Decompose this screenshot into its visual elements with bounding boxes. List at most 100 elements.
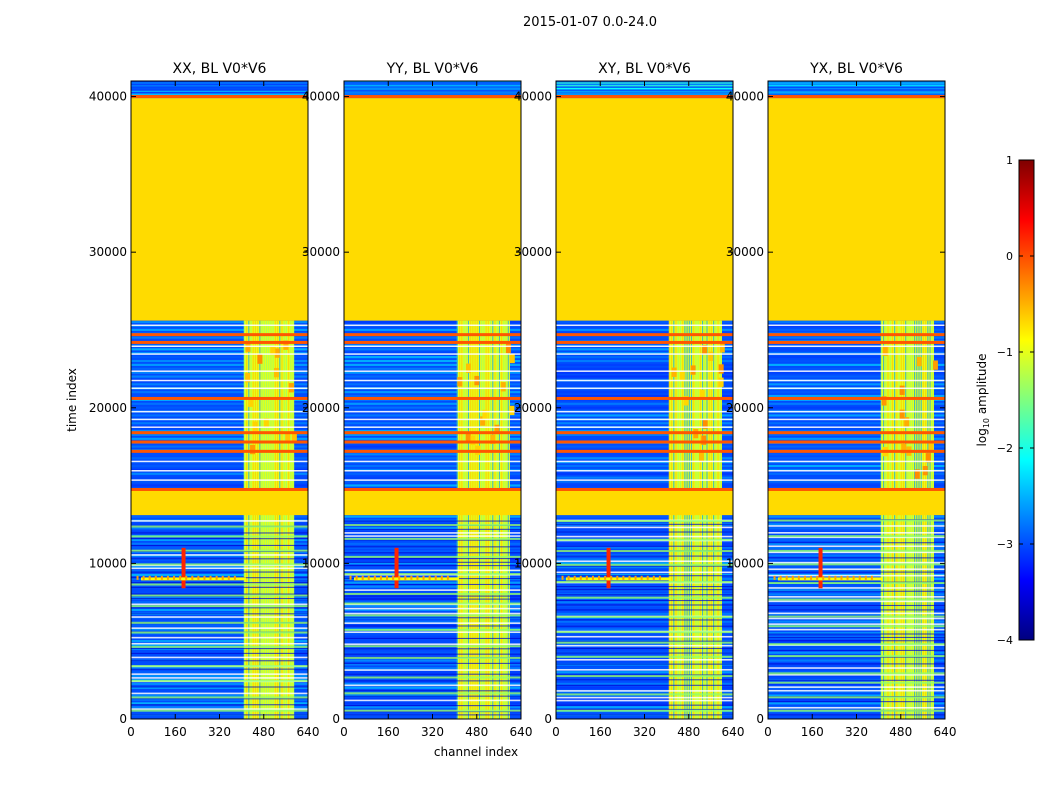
noise-row	[556, 91, 733, 94]
time-stripe-white	[131, 353, 308, 355]
band-stripe	[501, 320, 503, 719]
noise-row	[131, 527, 308, 530]
time-stripe	[556, 560, 733, 563]
noise-row	[556, 391, 733, 394]
noise-row	[131, 402, 308, 405]
time-stripe	[344, 561, 521, 563]
time-stripe	[131, 538, 308, 540]
noise-row	[556, 558, 733, 561]
band-stripe	[252, 320, 254, 719]
fringe-dot	[154, 575, 157, 580]
noise-row	[768, 647, 945, 650]
fringe-dot	[828, 575, 831, 580]
noise-row	[556, 605, 733, 608]
y-tick-label: 20000	[302, 401, 340, 415]
band-stripe	[459, 320, 461, 719]
time-stripe	[131, 648, 308, 650]
time-stripe	[131, 704, 308, 706]
y-tick-label: 30000	[514, 245, 552, 259]
noise-row	[556, 328, 733, 331]
band-stripe	[485, 320, 487, 719]
noise-row	[131, 531, 308, 534]
y-tick-label: 10000	[302, 556, 340, 570]
time-stripe-green	[131, 549, 308, 552]
noise-row	[556, 527, 733, 530]
time-stripe-white	[344, 370, 521, 372]
time-stripe	[768, 612, 945, 615]
flag-row	[131, 431, 308, 435]
noise-row	[768, 406, 945, 409]
noise-row	[768, 394, 945, 398]
noise-row	[131, 523, 308, 526]
top-noise-row	[556, 88, 733, 90]
flag-row	[131, 396, 308, 400]
panels-group: XX, BL V0*V6 0 160 320 480 640 0 10000 20000 3000…	[89, 61, 957, 739]
noise-row	[131, 328, 308, 331]
time-stripe-white	[344, 387, 521, 390]
rfi-blotch	[699, 389, 705, 400]
noise-row	[556, 402, 733, 405]
y-tick-label: 30000	[89, 245, 127, 259]
fringe-dot	[428, 575, 431, 580]
time-stripe	[768, 656, 945, 658]
fringe-dot	[160, 575, 163, 580]
noise-row	[344, 550, 521, 553]
noise-row	[344, 394, 521, 398]
rfi-blotch	[470, 435, 476, 446]
flag-row	[768, 449, 945, 453]
time-stripe-green	[344, 602, 521, 605]
x-tick-label: 160	[801, 725, 824, 739]
noise-row	[768, 570, 945, 573]
top-noise-row	[131, 90, 308, 93]
noise-row	[131, 620, 308, 623]
time-stripe-white	[768, 470, 945, 472]
noise-row	[556, 601, 733, 604]
time-stripe	[131, 520, 308, 522]
time-stripe-green	[131, 696, 308, 699]
fringe-dot	[785, 575, 788, 580]
time-stripe	[131, 586, 308, 588]
time-stripe	[344, 612, 521, 615]
rfi-blotch	[702, 419, 708, 429]
band-stripe	[472, 320, 474, 719]
band-stripe	[461, 320, 463, 719]
noise-row	[556, 628, 733, 631]
time-stripe-green	[556, 693, 733, 696]
rfi-blotch	[509, 353, 515, 364]
flag-row	[344, 396, 521, 400]
fringe-arm	[778, 577, 884, 581]
fringe-dot	[203, 575, 206, 580]
time-stripe	[344, 520, 521, 522]
noise-row	[768, 651, 945, 654]
rfi-blotch	[509, 405, 515, 416]
noise-row	[768, 453, 945, 456]
noise-row	[344, 515, 521, 518]
noise-row	[344, 453, 521, 456]
time-stripe	[344, 532, 521, 534]
time-stripe-white	[131, 479, 308, 481]
rfi-blotch	[932, 360, 938, 370]
time-stripe-white	[344, 410, 521, 413]
rfi-blotch	[482, 409, 488, 420]
noise-row	[768, 554, 945, 557]
colorbar-label: log10 amplitude	[975, 354, 991, 447]
fringe-dot	[628, 575, 631, 580]
time-stripe	[131, 627, 308, 629]
fringe-dot	[367, 575, 370, 580]
y-tick-label: 40000	[726, 90, 764, 104]
time-stripe	[344, 631, 521, 633]
time-stripe-green	[131, 535, 308, 538]
noise-row	[344, 659, 521, 662]
band-stripe	[503, 320, 505, 719]
rfi-blotch	[899, 409, 905, 419]
noise-row	[344, 605, 521, 608]
band-stripe	[274, 320, 276, 719]
noise-row	[344, 519, 521, 522]
flag-row	[556, 440, 733, 444]
noise-row	[556, 344, 733, 347]
time-stripe	[768, 604, 945, 607]
noise-row	[344, 476, 521, 479]
band-stripe	[481, 320, 483, 719]
time-stripe-white	[556, 426, 733, 428]
y-tick-label: 20000	[89, 401, 127, 415]
